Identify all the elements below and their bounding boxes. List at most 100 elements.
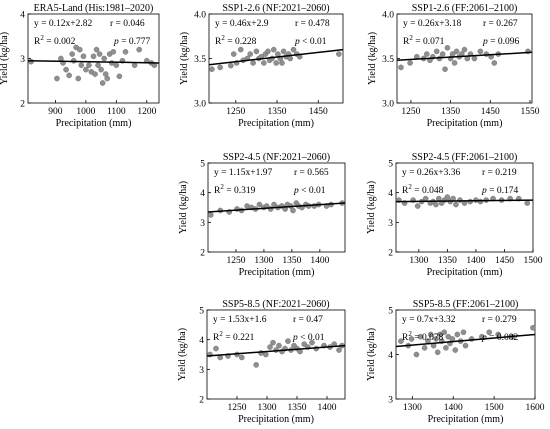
panel-ssp126-nf: SSP1-2.6 (NF:2021–2060) 1250 1350 1450 3.0 3.… — [179, 3, 344, 129]
p-annotation: p = 0.096 — [482, 37, 519, 47]
y-tick-label: 3 — [199, 366, 204, 376]
y-axis-label: Yield (kg/ha) — [366, 181, 377, 234]
data-point — [453, 48, 460, 55]
data-point — [122, 49, 129, 55]
x-tick-label: 900 — [48, 107, 63, 117]
y-tick-label: 4 — [388, 351, 393, 361]
equation-annotation: y = 0.26x+3.18 — [403, 19, 461, 29]
data-point — [279, 60, 285, 66]
data-point — [209, 66, 215, 72]
data-point — [28, 58, 34, 65]
y-tick-label: 3 — [388, 219, 393, 229]
data-point — [398, 338, 404, 344]
data-point — [92, 71, 98, 77]
y-tick-label: 4.0 — [382, 11, 394, 21]
y-axis-label: Yield (kg/ha) — [179, 32, 190, 85]
data-point — [336, 347, 342, 353]
panel-title: SSP5-8.5 (FF:2061–2100) — [413, 299, 519, 310]
panel-title: SSP1-2.6 (FF:2061–2100) — [412, 3, 518, 14]
equation-annotation: y = 1.53x+1.6 — [213, 315, 267, 325]
regression-line — [207, 202, 346, 213]
data-point — [421, 345, 428, 351]
y-tick-label: 2 — [388, 249, 393, 259]
x-tick-label: 1350 — [438, 256, 457, 266]
panel-ssp585-ff: SSP5-8.5 (FF:2061–2100) 1300 1400 1500 1600 3… — [366, 299, 545, 425]
regression-line — [395, 199, 534, 203]
p-annotation: p = 0.777 — [113, 37, 150, 47]
x-tick-label: 1200 — [137, 107, 156, 117]
r2-annotation: R2 = 0.228 — [215, 34, 257, 47]
y-tick-label: 3.0 — [382, 100, 394, 110]
data-point — [54, 75, 60, 82]
data-point — [63, 66, 69, 73]
data-point — [461, 46, 468, 53]
regression-line — [208, 48, 344, 66]
data-point — [69, 51, 75, 57]
data-point — [462, 342, 469, 349]
data-point — [270, 339, 276, 346]
data-point — [99, 80, 106, 86]
y-tick-label: 4.0 — [194, 11, 206, 21]
data-point — [290, 207, 296, 214]
data-point — [78, 62, 85, 68]
y-axis-label: Yield (kg/ha) — [178, 181, 189, 234]
r-annotation: r = 0.565 — [294, 168, 329, 178]
data-point — [270, 46, 277, 53]
data-point — [86, 62, 92, 68]
data-point — [76, 46, 83, 53]
data-point — [237, 46, 244, 53]
data-point — [417, 333, 424, 340]
data-point — [213, 345, 219, 352]
regression-line — [27, 59, 160, 64]
x-tick-label: 1350 — [268, 107, 287, 117]
data-point — [267, 344, 273, 350]
x-tick-label: 1350 — [282, 256, 301, 266]
data-point — [276, 342, 282, 349]
data-point — [491, 60, 498, 66]
data-point — [104, 75, 111, 82]
r-annotation: r = 0.47 — [293, 315, 323, 325]
y-tick-label: 5 — [388, 160, 393, 170]
r-annotation: r = 0.478 — [295, 19, 330, 29]
panel-era5: ERA5-Land (His:1981–2020) 900 1000 1100 1200… — [0, 3, 160, 129]
y-tick-label: 4 — [200, 189, 205, 199]
y-tick-label: 3.0 — [194, 100, 206, 110]
data-point — [309, 339, 315, 346]
x-tick-label: 1400 — [466, 256, 485, 266]
panel-title: SSP1-2.6 (NF:2021–2060) — [222, 3, 329, 14]
y-tick-label: 5 — [200, 160, 205, 170]
r2-annotation: R2 = 0.071 — [403, 34, 445, 47]
data-point — [433, 201, 439, 208]
data-point — [228, 62, 234, 69]
data-point — [256, 201, 263, 208]
x-tick-label: 1450 — [481, 107, 500, 117]
y-tick-label: 2 — [200, 249, 205, 259]
panel-title: SSP5-8.5 (NF:2021–2060) — [222, 299, 329, 310]
y-tick-label: 5 — [199, 307, 204, 317]
data-point — [423, 51, 430, 57]
data-point — [273, 60, 280, 66]
data-point — [207, 212, 214, 218]
x-tick-label: 1400 — [310, 256, 329, 266]
data-point — [454, 331, 461, 338]
x-tick-label: 1500 — [524, 256, 543, 266]
y-tick-label: 3.5 — [382, 55, 394, 65]
x-tick-label: 1250 — [228, 403, 247, 413]
x-tick-label: 1100 — [107, 107, 126, 117]
r2-annotation: R2 = 0.002 — [34, 34, 76, 47]
data-point — [486, 329, 493, 336]
regression-line — [395, 333, 536, 348]
data-point — [230, 51, 237, 57]
data-point — [217, 64, 223, 71]
data-point — [336, 51, 342, 57]
y-tick-label: 3 — [388, 396, 393, 406]
data-point — [444, 194, 451, 200]
data-point — [113, 62, 120, 68]
data-point — [95, 62, 101, 68]
data-point — [90, 53, 97, 60]
y-axis-label: Yield (kg/ha) — [367, 32, 378, 85]
regression-line — [206, 344, 346, 357]
data-point — [250, 60, 256, 66]
data-point — [457, 197, 463, 203]
data-point — [238, 354, 245, 361]
